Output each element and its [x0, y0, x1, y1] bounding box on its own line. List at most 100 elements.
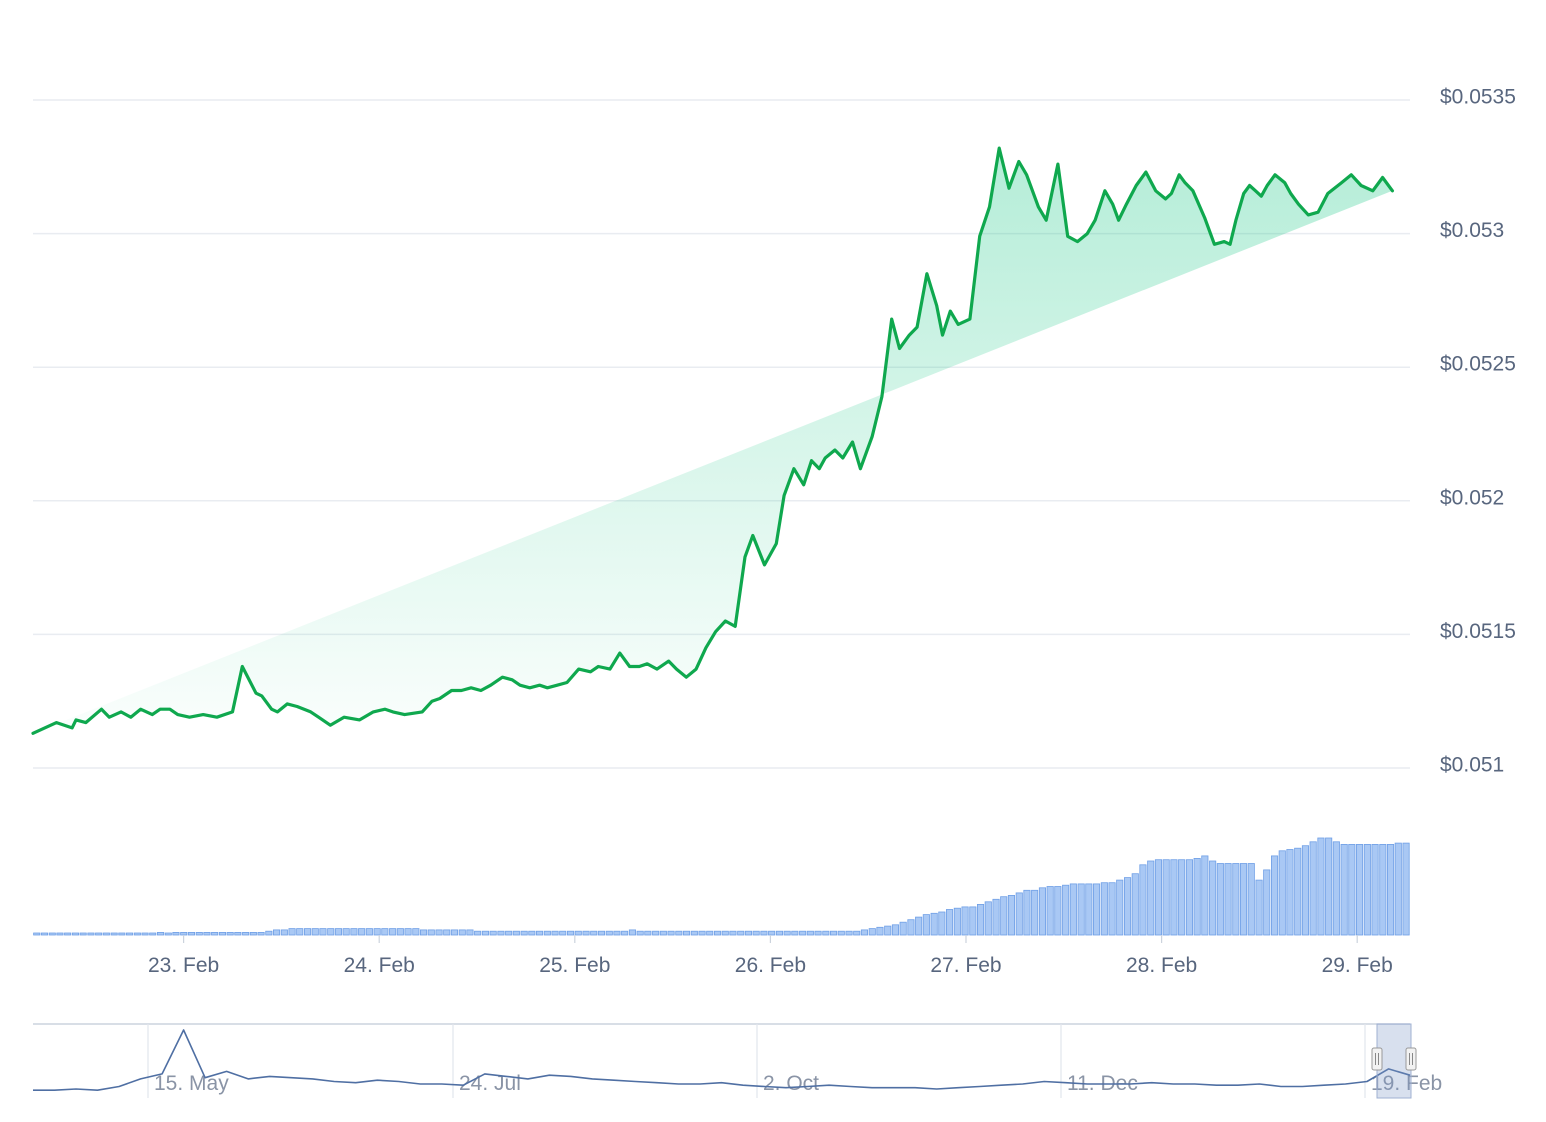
volume-bar	[33, 932, 41, 936]
volume-bar	[1085, 883, 1093, 936]
volume-bar	[1294, 847, 1302, 936]
volume-bar	[714, 930, 722, 936]
price-line	[31, 146, 1394, 735]
volume-bar	[582, 930, 590, 936]
volume-bar	[613, 930, 621, 936]
volume-bar	[334, 928, 342, 936]
navigator-line	[33, 1029, 1411, 1091]
volume-bar	[311, 928, 319, 936]
volume-bar	[891, 924, 899, 936]
volume-bar	[303, 928, 312, 936]
volume-bar	[953, 907, 961, 936]
volume-bar	[203, 932, 211, 936]
volume-bar	[56, 932, 64, 936]
volume-bar	[95, 932, 103, 936]
volume-bar	[497, 930, 505, 936]
volume-bar	[814, 930, 822, 936]
volume-bar	[520, 930, 528, 936]
volume-bars	[33, 837, 1410, 936]
volume-bar	[907, 919, 915, 936]
grid-lines	[33, 99, 1410, 769]
y-axis: $0.0535 $0.053 $0.0525 $0.052 $0.0515 $0.051	[1440, 86, 1516, 777]
volume-bar	[1317, 837, 1325, 936]
volume-bar	[915, 916, 923, 936]
y-tick-label: $0.052	[1440, 486, 1504, 509]
volume-bar	[1309, 841, 1317, 936]
volume-bar	[1232, 863, 1240, 936]
volume-bar	[1124, 877, 1132, 936]
volume-bar	[505, 930, 513, 936]
volume-bar	[164, 932, 172, 936]
volume-bar	[435, 929, 443, 936]
volume-bar	[1371, 844, 1379, 936]
volume-bar	[319, 928, 327, 936]
volume-bar	[187, 932, 196, 936]
volume-bar	[110, 932, 118, 936]
navigator-handle[interactable]	[1371, 1047, 1383, 1071]
volume-bar	[1031, 889, 1039, 936]
volume-bar	[1332, 841, 1340, 936]
volume-bar	[450, 929, 458, 936]
volume-bar	[930, 912, 938, 936]
volume-bar	[412, 928, 420, 936]
navigator[interactable]: 15. May 24. Jul 2. Oct 11. Dec 19. Feb	[33, 1023, 1442, 1099]
volume-bar	[806, 930, 814, 936]
volume-bar	[1340, 844, 1348, 936]
volume-bar	[358, 928, 366, 936]
volume-bar	[79, 932, 87, 936]
volume-bar	[1147, 860, 1155, 936]
volume-bar	[156, 932, 165, 936]
volume-bar	[87, 932, 95, 936]
volume-bar	[1286, 849, 1294, 936]
volume-bar	[102, 932, 110, 936]
volume-bar	[1108, 882, 1116, 936]
volume-bar	[272, 929, 281, 936]
volume-bar	[226, 932, 234, 936]
volume-bar	[636, 930, 644, 936]
volume-bar	[1363, 844, 1371, 936]
volume-bar	[218, 932, 227, 936]
volume-bar	[876, 926, 884, 936]
x-tick-label: 23. Feb	[148, 954, 219, 977]
volume-bar	[791, 930, 799, 936]
volume-bar	[180, 932, 188, 936]
volume-bar	[652, 930, 660, 936]
volume-bar	[1402, 842, 1410, 936]
volume-bar	[683, 930, 691, 936]
volume-bar	[149, 932, 157, 936]
volume-bar	[365, 928, 373, 936]
navigator-tick-label: 2. Oct	[763, 1072, 819, 1095]
volume-bar	[481, 930, 489, 936]
navigator-handle[interactable]	[1405, 1047, 1417, 1071]
volume-bar	[141, 932, 149, 936]
volume-bar	[860, 929, 868, 936]
volume-bar	[938, 911, 946, 936]
volume-bar	[559, 930, 567, 936]
volume-bar	[744, 930, 752, 936]
volume-bar	[1301, 845, 1310, 936]
volume-bar	[628, 929, 636, 936]
volume-bar	[1216, 863, 1224, 936]
x-tick-label: 25. Feb	[539, 954, 610, 977]
volume-bar	[799, 930, 807, 936]
y-tick-label: $0.053	[1440, 219, 1504, 242]
navigator-tick-label: 24. Jul	[459, 1072, 521, 1095]
volume-bar	[830, 930, 838, 936]
volume-bar	[242, 932, 250, 936]
volume-bar	[327, 928, 335, 936]
navigator-selection	[1376, 1023, 1412, 1099]
volume-bar	[1263, 869, 1271, 936]
volume-bar	[1046, 886, 1054, 936]
volume-bar	[1093, 883, 1101, 936]
volume-bar	[48, 932, 56, 936]
volume-bar	[752, 930, 760, 936]
volume-bar	[489, 930, 497, 936]
volume-bar	[126, 932, 134, 936]
x-tick-label: 28. Feb	[1126, 954, 1197, 977]
volume-bar	[884, 925, 892, 936]
volume-bar	[946, 909, 954, 936]
volume-bar	[381, 928, 389, 936]
volume-bar	[1209, 860, 1217, 936]
volume-bar	[760, 930, 768, 936]
volume-bar	[574, 930, 582, 936]
